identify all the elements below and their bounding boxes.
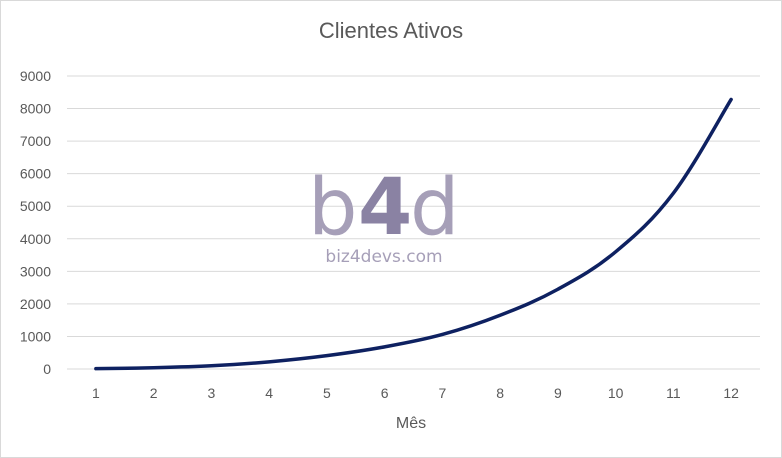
x-tick-label: 4 — [265, 385, 273, 401]
y-tick-label: 7000 — [20, 133, 51, 149]
y-tick-label: 9000 — [20, 68, 51, 84]
watermark-letter-d: d — [410, 163, 460, 253]
y-tick-label: 2000 — [20, 296, 51, 312]
chart-title: Clientes Ativos — [318, 18, 464, 43]
y-tick-label: 3000 — [20, 263, 51, 279]
x-tick-label: 12 — [723, 385, 739, 401]
y-tick-label: 4000 — [20, 231, 51, 247]
x-tick-label: 5 — [323, 385, 331, 401]
x-tick-label: 7 — [438, 385, 446, 401]
x-tick-label: 6 — [381, 385, 389, 401]
y-tick-label: 1000 — [20, 328, 51, 344]
watermark-digit-4: 4 — [358, 163, 412, 253]
x-tick-label: 9 — [554, 385, 562, 401]
x-axis-title: Mês — [396, 415, 426, 432]
y-axis-ticks: 0 1000 2000 3000 4000 5000 6000 7000 8000 9000 — [20, 68, 51, 377]
y-tick-label: 5000 — [20, 198, 51, 214]
x-tick-label: 11 — [666, 385, 681, 401]
watermark-logo: b 4 d biz4devs.com — [308, 163, 460, 267]
x-tick-label: 2 — [150, 385, 158, 401]
y-tick-label: 0 — [43, 361, 51, 377]
series-clientes-ativos — [94, 97, 733, 371]
y-tick-label: 8000 — [20, 101, 51, 117]
x-tick-label: 3 — [207, 385, 215, 401]
x-axis-ticks: 1 2 3 4 5 6 7 8 9 10 11 12 — [92, 385, 739, 401]
x-tick-label: 10 — [608, 385, 624, 401]
watermark-letter-b: b — [308, 163, 358, 253]
gridlines — [67, 75, 760, 370]
x-tick-label: 1 — [92, 385, 100, 401]
watermark-url: biz4devs.com — [325, 247, 442, 267]
x-tick-label: 8 — [496, 385, 504, 401]
series-line — [94, 97, 733, 371]
y-tick-label: 6000 — [20, 166, 51, 182]
